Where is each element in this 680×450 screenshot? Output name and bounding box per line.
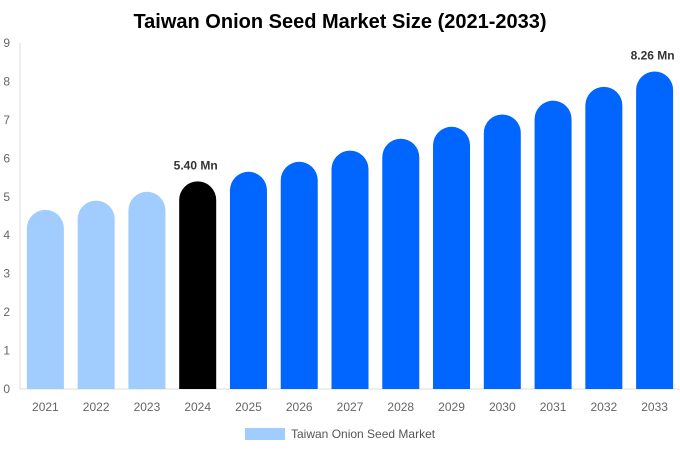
x-tick-label: 2033 [641,400,668,414]
y-tick-label: 7 [3,113,10,127]
y-tick-label: 3 [3,267,10,281]
data-label-2024: 5.40 Mn [174,158,218,172]
y-tick-label: 9 [3,36,10,50]
chart-title: Taiwan Onion Seed Market Size (2021-2033… [133,11,546,33]
bar-2024 [179,181,217,389]
x-tick-label: 2031 [540,400,567,414]
x-tick-label: 2025 [235,400,262,414]
legend-label: Taiwan Onion Seed Market [291,427,436,441]
y-tick-label: 8 [3,74,10,88]
x-tick-label: 2028 [387,400,414,414]
x-tick-label: 2021 [32,400,59,414]
x-tick-label: 2026 [286,400,313,414]
data-labels: 5.40 Mn 8.26 Mn [174,48,675,172]
bar-2033 [636,71,674,389]
bar-2029 [433,126,471,389]
bar-2027 [331,150,369,389]
bar-2026 [280,161,318,389]
y-tick-label: 5 [3,190,10,204]
legend[interactable]: Taiwan Onion Seed Market [245,427,436,441]
bar-2022 [77,200,115,389]
bar-2028 [382,138,420,389]
bar-2032 [585,86,623,390]
bar-2025 [229,171,267,389]
y-tick-label: 4 [3,228,10,242]
y-tick-label: 0 [3,382,10,396]
x-tick-label: 2024 [184,400,211,414]
x-tick-label: 2023 [134,400,161,414]
x-tick-label: 2022 [83,400,110,414]
y-tick-label: 1 [3,344,10,358]
bar-2031 [534,100,572,389]
x-tick-label: 2032 [590,400,617,414]
x-tick-label: 2027 [337,400,364,414]
y-tick-label: 2 [3,305,10,319]
bar-2023 [128,191,166,389]
bars [26,71,674,390]
x-tick-label: 2029 [438,400,465,414]
data-label-2033: 8.26 Mn [631,48,675,62]
bar-2030 [483,114,521,389]
legend-swatch [245,428,285,440]
x-axis: 2021 2022 2023 2024 2025 2026 2027 2028 2029 2030… [32,400,668,414]
y-tick-label: 6 [3,151,10,165]
bar-2021 [26,209,64,389]
x-tick-label: 2030 [489,400,516,414]
